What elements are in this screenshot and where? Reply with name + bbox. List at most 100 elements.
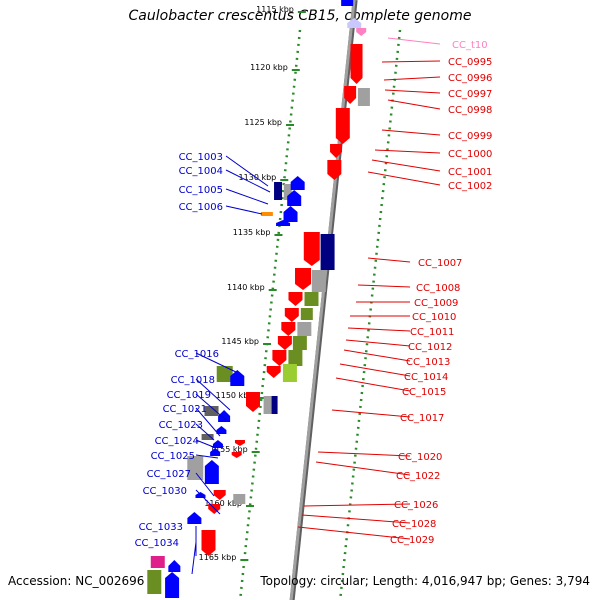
ruler-label: 1160 kbp bbox=[204, 499, 242, 508]
gene-cc-1029 bbox=[201, 530, 216, 556]
label-leader bbox=[317, 451, 411, 457]
gene-label: CC_1029 bbox=[390, 535, 434, 546]
gene-cc-1020b bbox=[266, 366, 281, 378]
gene-cc-0997 bbox=[357, 88, 370, 106]
gene-cc-t10 bbox=[356, 28, 367, 36]
label-leader bbox=[387, 37, 441, 45]
gene-label: CC_1028 bbox=[392, 519, 436, 530]
map-title: Caulobacter crescentus CB15, complete ge… bbox=[128, 8, 472, 24]
gene-cc-1026 bbox=[213, 490, 226, 500]
gene-label: CC_1011 bbox=[410, 327, 454, 338]
label-leader bbox=[195, 439, 217, 449]
label-leader bbox=[315, 461, 411, 476]
ruler-label: 1155 kbp bbox=[210, 445, 248, 454]
label-leader bbox=[195, 472, 215, 497]
gene-cc-1003 bbox=[274, 182, 283, 200]
gene-cc-1017d bbox=[271, 396, 278, 414]
gene-cc-1034b bbox=[165, 572, 180, 598]
gene-label: CC_1007 bbox=[418, 258, 462, 269]
ruler-label: 1120 kbp bbox=[250, 63, 288, 72]
label-leader bbox=[374, 149, 441, 154]
label-leader bbox=[195, 454, 219, 459]
gene-label: CC_1018 bbox=[171, 375, 215, 386]
label-leader bbox=[381, 60, 441, 63]
gene-cc-1013 bbox=[300, 308, 313, 320]
label-leader bbox=[303, 503, 411, 507]
topology-text: Topology: circular; Length: 4,016,947 bp… bbox=[260, 574, 590, 588]
gene-label: CC_1022 bbox=[396, 471, 440, 482]
label-leader bbox=[339, 363, 411, 377]
ruler-label: 1115 kbp bbox=[256, 5, 294, 14]
label-leader bbox=[367, 257, 411, 263]
label-leader bbox=[384, 89, 441, 94]
ruler-label: 1130 kbp bbox=[239, 173, 277, 182]
gene-cc-1025 bbox=[187, 456, 204, 480]
gene-cc-1005 bbox=[290, 176, 305, 190]
gene-top-minus-b bbox=[347, 18, 362, 28]
gene-cc-1016 bbox=[216, 366, 233, 382]
gene-cc-1015 bbox=[297, 322, 312, 336]
label-leader bbox=[381, 129, 441, 136]
label-leader bbox=[195, 489, 221, 515]
gene-label: CC_1030 bbox=[143, 486, 187, 497]
gene-cc-1021 bbox=[201, 434, 214, 440]
label-leader bbox=[367, 171, 441, 186]
gene-cc-1017c bbox=[263, 396, 272, 414]
gene-label: CC_1004 bbox=[179, 166, 223, 177]
gene-label: CC_1021 bbox=[163, 404, 207, 415]
gene-cc-1024b bbox=[210, 448, 221, 456]
label-leader bbox=[195, 393, 227, 421]
gene-label: CC_0998 bbox=[448, 105, 492, 116]
gene-cc-1020 bbox=[234, 440, 245, 446]
gene-label: CC_1001 bbox=[448, 167, 492, 178]
gene-cc-1024 bbox=[212, 440, 223, 448]
gene-cc-1022 bbox=[231, 452, 242, 458]
gene-cc-1005b bbox=[287, 190, 302, 206]
gene-label: CC_0995 bbox=[448, 57, 492, 68]
ruler-label: 1145 kbp bbox=[221, 337, 259, 346]
gene-label: CC_1033 bbox=[139, 522, 183, 533]
gene-label: CC_1027 bbox=[147, 469, 191, 480]
label-leader bbox=[225, 188, 269, 205]
ruler-label: 1125 kbp bbox=[244, 118, 282, 127]
label-leader bbox=[335, 377, 411, 392]
gene-label: CC_1003 bbox=[179, 152, 223, 163]
ruler-label: 1165 kbp bbox=[199, 553, 237, 562]
gene-cc-0995 bbox=[350, 44, 363, 84]
gene-label: CC_1034 bbox=[135, 538, 179, 549]
gene-cc-1026b bbox=[233, 494, 246, 504]
gene-cc-1019b bbox=[288, 350, 303, 366]
label-leader bbox=[383, 76, 441, 81]
accession-text: Accession: NC_002696 bbox=[8, 574, 145, 588]
gene-cc-1009 bbox=[311, 270, 326, 292]
gene-cc-0999 bbox=[330, 144, 343, 158]
label-leader bbox=[387, 99, 441, 110]
gene-cc-1007a bbox=[303, 232, 320, 266]
backbone-line bbox=[289, 0, 356, 600]
gene-cc-1007 bbox=[320, 234, 335, 270]
gene-label: CC_1020 bbox=[398, 452, 442, 463]
gene-top-minus bbox=[341, 0, 354, 6]
gene-label: CC_1023 bbox=[159, 420, 203, 431]
label-leader bbox=[345, 339, 411, 347]
gene-label: CC_t10 bbox=[452, 40, 488, 51]
gene-cc-1033 bbox=[150, 556, 165, 568]
gene-label: CC_1000 bbox=[448, 149, 492, 160]
gene-label: CC_1026 bbox=[394, 500, 438, 511]
gene-cc-1034 bbox=[147, 570, 162, 594]
label-leader bbox=[191, 541, 197, 575]
gene-cc-1018 bbox=[204, 406, 219, 416]
label-leader bbox=[331, 409, 411, 418]
label-leader bbox=[195, 352, 237, 373]
gene-cc-1006 bbox=[283, 206, 298, 222]
gene-label: CC_1009 bbox=[414, 298, 458, 309]
gene-label: CC_1014 bbox=[404, 372, 448, 383]
gene-cc-1008 bbox=[295, 268, 312, 290]
label-leader bbox=[225, 205, 263, 215]
gene-cc-1016b bbox=[277, 336, 292, 350]
gene-cc-1030 bbox=[187, 512, 202, 524]
label-leader bbox=[297, 526, 411, 540]
gene-cc-1006b bbox=[260, 212, 273, 216]
gene-label: CC_0997 bbox=[448, 89, 492, 100]
